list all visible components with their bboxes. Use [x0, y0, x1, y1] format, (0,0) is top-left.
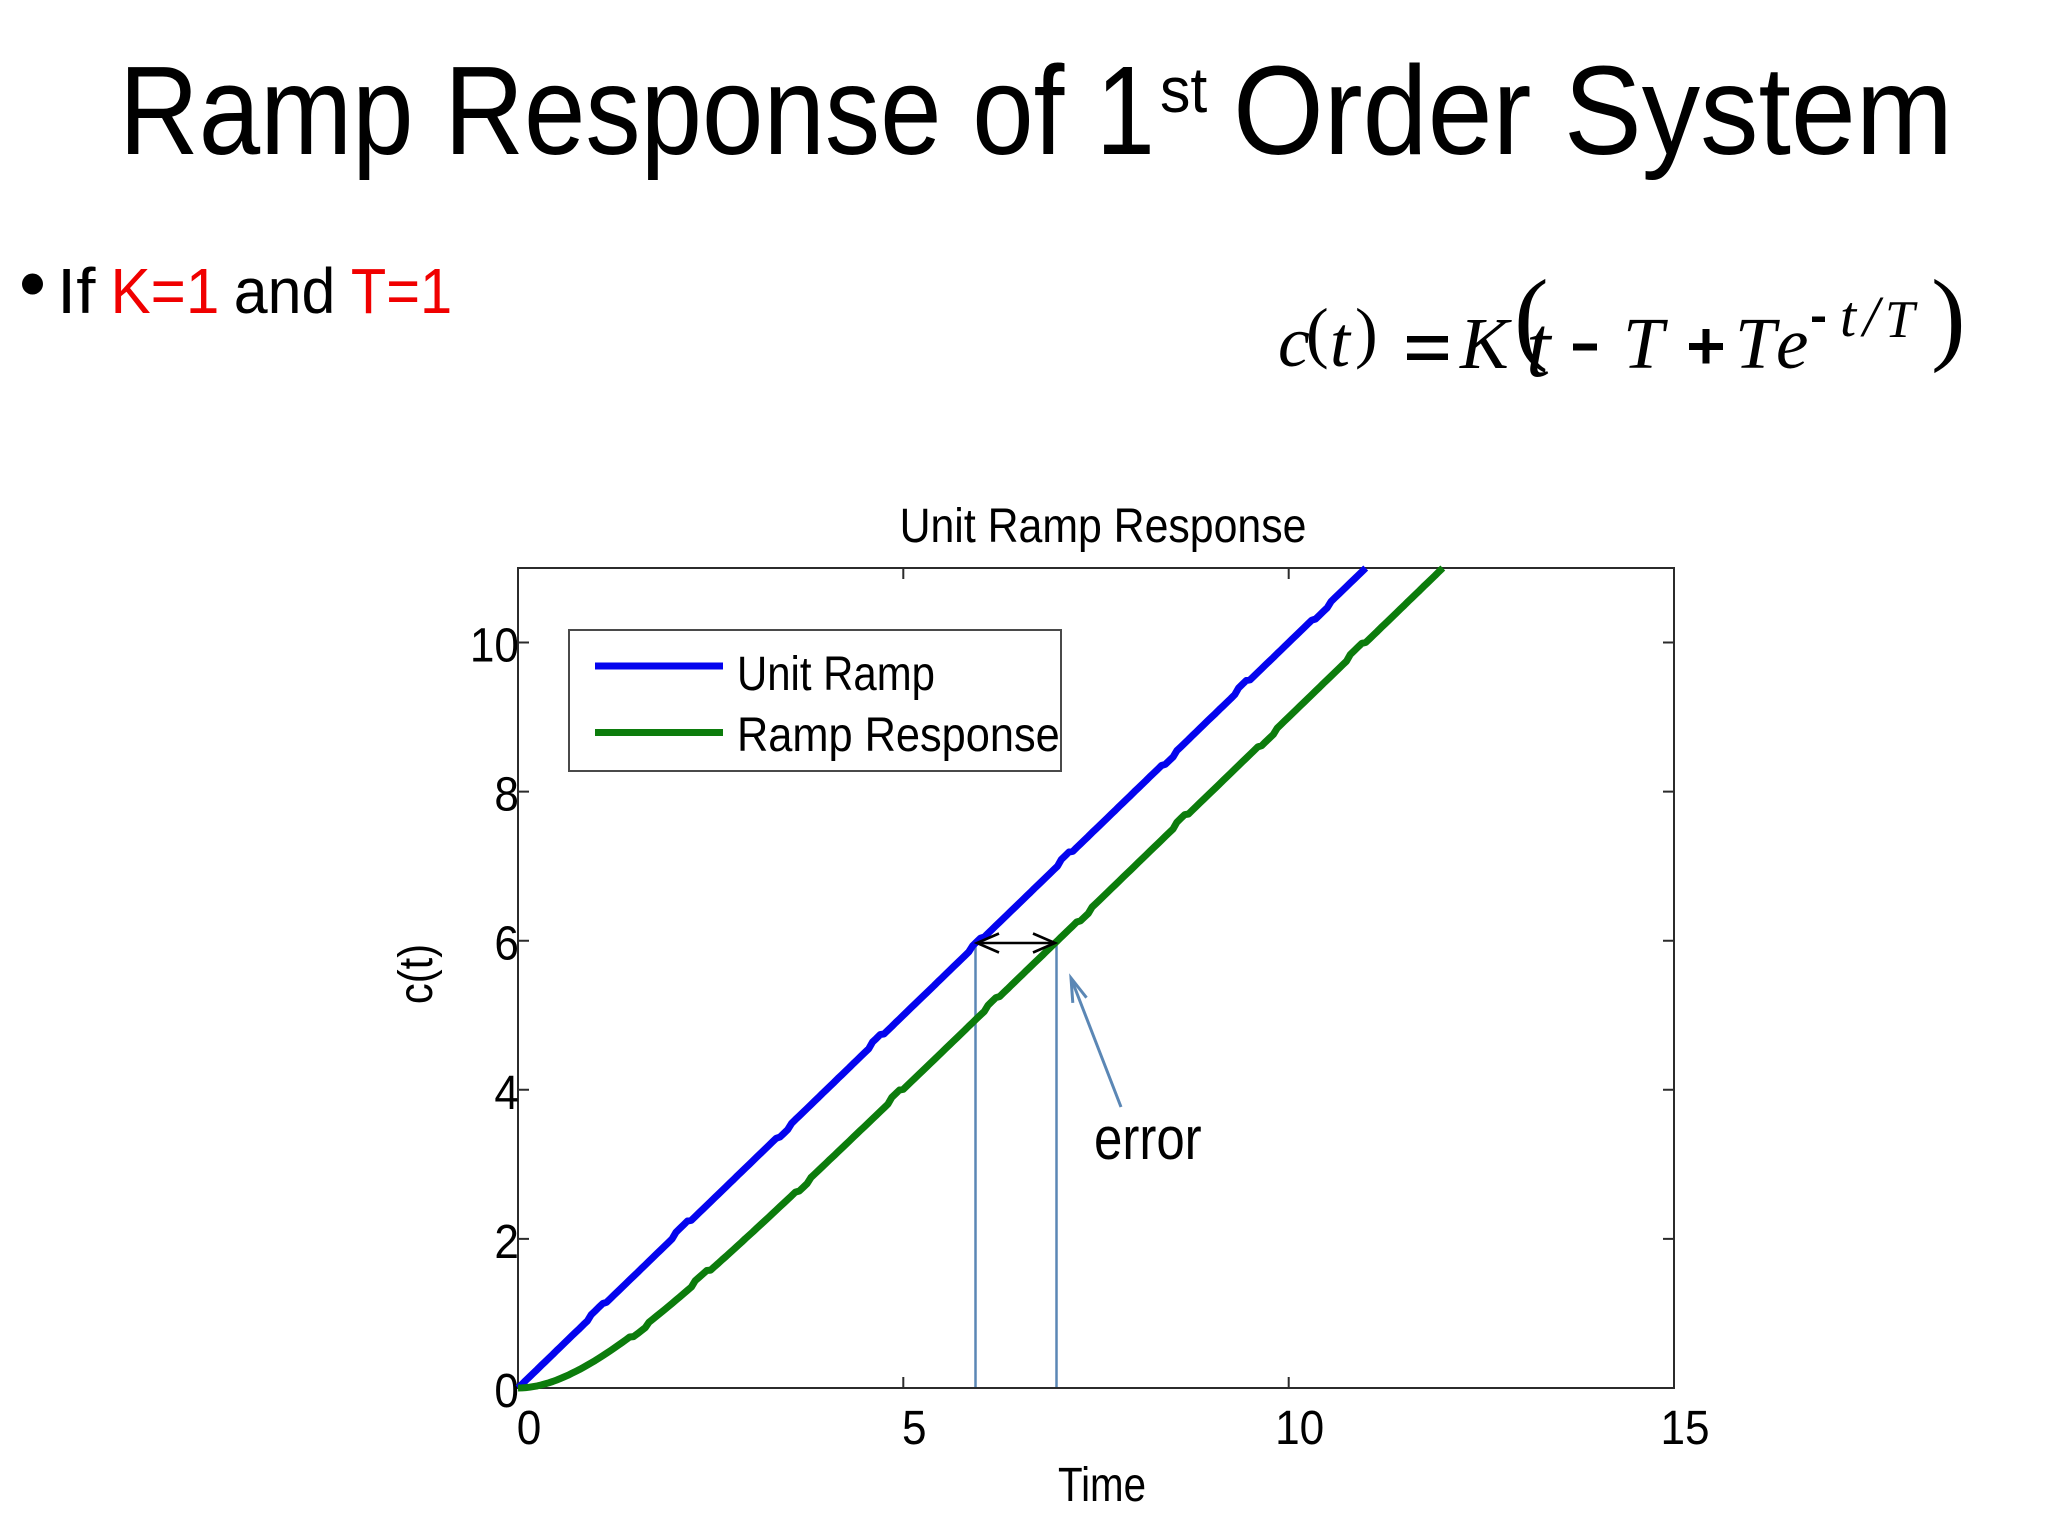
svg-text:K=1: K=1: [111, 256, 220, 327]
svg-text:If: If: [57, 256, 96, 327]
svg-text:10: 10: [470, 618, 519, 672]
svg-text:): ): [1931, 259, 1966, 374]
svg-text:): ): [1355, 294, 1378, 370]
svg-text:T: T: [1735, 303, 1780, 384]
svg-text:5: 5: [902, 1400, 927, 1454]
svg-text:T: T: [1623, 303, 1668, 384]
svg-text:Ramp Response: Ramp Response: [737, 708, 1060, 762]
svg-text:(: (: [1514, 259, 1549, 374]
svg-text:Unit Ramp Response: Unit Ramp Response: [900, 499, 1307, 553]
svg-text:t: t: [1330, 302, 1352, 382]
svg-text:15: 15: [1660, 1400, 1709, 1454]
svg-text:4: 4: [494, 1065, 519, 1119]
svg-text:0: 0: [517, 1400, 542, 1454]
svg-text:Ramp Response of: Ramp Response of: [119, 41, 1095, 181]
svg-text:and: and: [234, 256, 336, 328]
svg-text:t: t: [1840, 284, 1858, 349]
svg-text:K: K: [1459, 303, 1512, 384]
svg-text:e: e: [1776, 303, 1808, 384]
svg-text:Unit Ramp: Unit Ramp: [737, 646, 935, 700]
svg-text:2: 2: [494, 1214, 519, 1268]
svg-text:st: st: [1160, 55, 1207, 127]
svg-text:6: 6: [494, 916, 519, 970]
svg-text:Order System: Order System: [1233, 40, 1953, 181]
svg-text:Time: Time: [1058, 1459, 1146, 1512]
svg-text:10: 10: [1275, 1400, 1324, 1454]
svg-text:c(t): c(t): [388, 944, 442, 1004]
svg-text:T: T: [1885, 291, 1918, 349]
svg-text:8: 8: [494, 767, 519, 821]
svg-text:t: t: [1526, 299, 1553, 396]
svg-text:(: (: [1306, 294, 1329, 370]
svg-text:c: c: [1278, 302, 1310, 382]
svg-text:1: 1: [1096, 40, 1155, 181]
svg-text:0: 0: [494, 1363, 519, 1417]
svg-text:T=1: T=1: [351, 255, 452, 326]
svg-text:error: error: [1094, 1105, 1202, 1172]
